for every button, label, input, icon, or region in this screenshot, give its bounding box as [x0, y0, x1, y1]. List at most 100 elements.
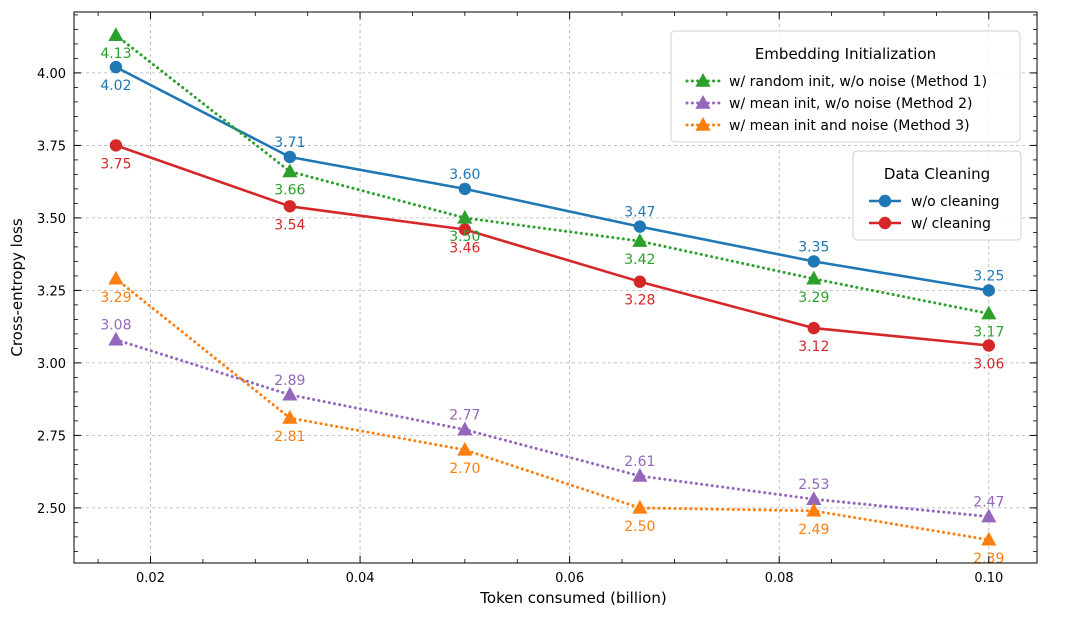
y-tick-label: 2.75 [37, 429, 66, 444]
data-label: 3.17 [973, 325, 1004, 341]
data-point [457, 441, 473, 456]
data-point [807, 255, 821, 268]
data-point [109, 60, 123, 74]
data-point [981, 531, 997, 546]
data-point [283, 150, 297, 164]
data-label: 2.70 [449, 461, 480, 477]
y-tick-label: 3.75 [37, 139, 66, 154]
data-point [807, 321, 821, 335]
data-label: 3.42 [624, 252, 655, 268]
data-point [633, 220, 647, 233]
legend-entry-label: w/ mean init, w/o noise (Method 2) [729, 96, 972, 112]
data-label: 3.60 [449, 167, 480, 183]
data-label: 3.75 [100, 156, 131, 172]
series-line [115, 65, 990, 292]
series-3 [108, 331, 997, 523]
data-label: 3.71 [274, 135, 305, 151]
y-tick-label: 3.00 [37, 357, 66, 372]
plot-frame [73, 11, 1038, 564]
legend-marker [695, 73, 711, 87]
data-point [633, 275, 647, 288]
data-label: 2.89 [274, 373, 305, 389]
legend-title: Data Cleaning [884, 165, 990, 183]
data-point [457, 209, 473, 224]
data-point [458, 223, 472, 236]
y-tick-label: 4.00 [37, 67, 66, 82]
x-tick-label: 0.08 [765, 571, 794, 586]
legends: Embedding Initialization w/ random init, … [670, 30, 1022, 241]
data-label: 3.06 [973, 357, 1004, 373]
data-point [806, 270, 822, 285]
legend-marker [878, 194, 892, 208]
legend-entry-label: w/o cleaning [911, 194, 999, 210]
y-tick-label: 3.50 [37, 212, 66, 227]
data-label: 3.08 [100, 318, 131, 334]
legend-box [670, 30, 1021, 143]
data-label: 3.12 [798, 339, 829, 355]
data-label: 3.28 [624, 293, 655, 309]
legend-box [852, 150, 1022, 241]
data-label: 2.81 [274, 429, 305, 445]
series-line [114, 277, 991, 542]
data-label: 3.29 [798, 290, 829, 306]
series-1 [109, 139, 995, 352]
data-point [283, 200, 297, 213]
series-2 [108, 27, 997, 320]
y-tick-label: 3.25 [37, 284, 66, 299]
data-label: 2.47 [973, 495, 1004, 511]
y-axis-label: Cross-entropy loss [8, 218, 26, 356]
data-point [457, 421, 473, 436]
data-label: 4.02 [100, 78, 131, 94]
y-tick-label: 2.50 [37, 502, 66, 517]
data-point [282, 386, 298, 401]
data-label: 3.66 [274, 183, 305, 199]
data-label: 2.77 [449, 408, 480, 424]
data-point [108, 331, 124, 346]
data-labels: 4.02 3.71 3.60 3.47 3.35 3.25 3.75 3.54 3.46 3.28… [100, 46, 1004, 567]
x-tick-label: 0.04 [346, 571, 375, 586]
legend-marker [695, 95, 711, 109]
data-point [806, 491, 822, 505]
x-tick-label: 0.06 [555, 571, 584, 586]
legend-entry-label: w/ mean init and noise (Method 3) [729, 118, 970, 134]
legend-entry-label: w/ random init, w/o noise (Method 1) [729, 74, 987, 90]
series-layer [108, 27, 997, 546]
series-line [114, 338, 991, 519]
legend-entry-label: w/ cleaning [911, 216, 991, 232]
data-point [982, 339, 995, 352]
axes: 0.02 0.04 0.06 0.08 0.10 2.50 2.75 3.00 3.25 3.50… [8, 11, 1038, 607]
data-point [632, 233, 648, 247]
data-point [458, 182, 472, 196]
series-4 [108, 270, 997, 546]
data-point [282, 163, 298, 178]
data-point [282, 410, 298, 424]
series-0 [109, 60, 995, 297]
data-label: 2.50 [624, 519, 655, 535]
data-label: 3.29 [100, 290, 131, 306]
x-tick-label: 0.02 [136, 571, 165, 586]
series-line [115, 144, 989, 347]
data-point [632, 499, 648, 514]
legend-data-cleaning: Data Cleaning w/o cleaning w/ cleaning [852, 150, 1022, 241]
data-point [981, 305, 997, 320]
data-label: 3.50 [449, 229, 480, 245]
data-label: 3.47 [624, 205, 655, 221]
data-label: 2.53 [798, 477, 829, 493]
data-label: 3.46 [449, 241, 480, 257]
data-point [108, 27, 124, 41]
legend-title: Embedding Initialization [755, 45, 936, 63]
data-point [632, 468, 648, 482]
x-tick-label: 0.10 [974, 571, 1003, 586]
data-point [108, 270, 124, 285]
data-label: 3.54 [274, 217, 305, 233]
data-point [981, 508, 997, 523]
data-point [982, 284, 995, 297]
legend-marker [878, 216, 892, 230]
data-label: 2.61 [624, 454, 655, 470]
data-label: 2.49 [798, 522, 829, 538]
data-point [109, 139, 123, 152]
series-line [114, 33, 991, 316]
data-label: 4.13 [100, 46, 131, 62]
legend-marker [695, 117, 711, 131]
